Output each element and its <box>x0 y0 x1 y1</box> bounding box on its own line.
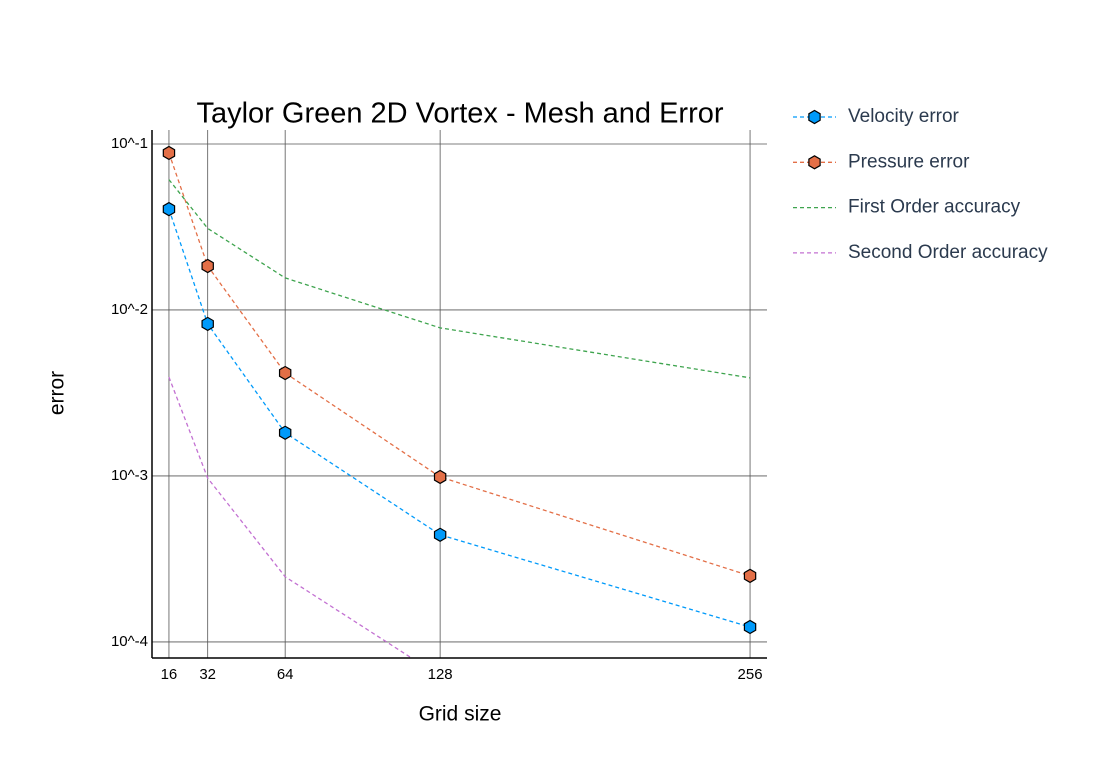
x-tick-label: 128 <box>428 666 453 683</box>
y-tick-label: 10^-4 <box>111 633 148 650</box>
legend-marker <box>808 155 821 170</box>
series-line <box>168 152 751 577</box>
legend: Velocity error Pressure error First Order … <box>793 106 1048 263</box>
series-line <box>168 376 413 658</box>
data-point <box>162 145 176 161</box>
legend-label: First Order accuracy <box>848 197 1021 218</box>
series-line <box>168 208 751 628</box>
x-tick-label: 32 <box>199 666 216 683</box>
data-point <box>743 568 757 584</box>
legend-label: Velocity error <box>848 106 960 127</box>
tick-labels: 16 32 64 128 256 10^-1 10^-2 10^-3 10^-4 <box>111 135 763 683</box>
y-tick-label: 10^-2 <box>111 301 148 318</box>
data-point <box>201 316 214 332</box>
data-point <box>743 619 757 635</box>
data-point <box>201 258 214 274</box>
x-tick-label: 16 <box>161 666 178 683</box>
legend-label: Pressure error <box>848 151 970 172</box>
legend-label: Second Order accuracy <box>848 242 1048 263</box>
chart-title: Taylor Green 2D Vortex - Mesh and Error <box>196 98 723 130</box>
x-tick-label: 256 <box>738 666 763 683</box>
plot-area <box>162 145 757 658</box>
data-point <box>433 527 447 542</box>
y-axis-label: error <box>46 371 69 415</box>
series-line <box>168 179 751 379</box>
grid <box>152 130 767 658</box>
data-point <box>433 469 447 485</box>
y-tick-label: 10^-1 <box>111 135 148 152</box>
data-point <box>162 201 176 217</box>
x-axis-label: Grid size <box>419 703 502 726</box>
y-tick-label: 10^-3 <box>111 467 148 484</box>
legend-marker <box>808 109 821 125</box>
data-point <box>278 425 292 440</box>
data-point <box>278 365 292 381</box>
x-tick-label: 64 <box>277 666 294 683</box>
